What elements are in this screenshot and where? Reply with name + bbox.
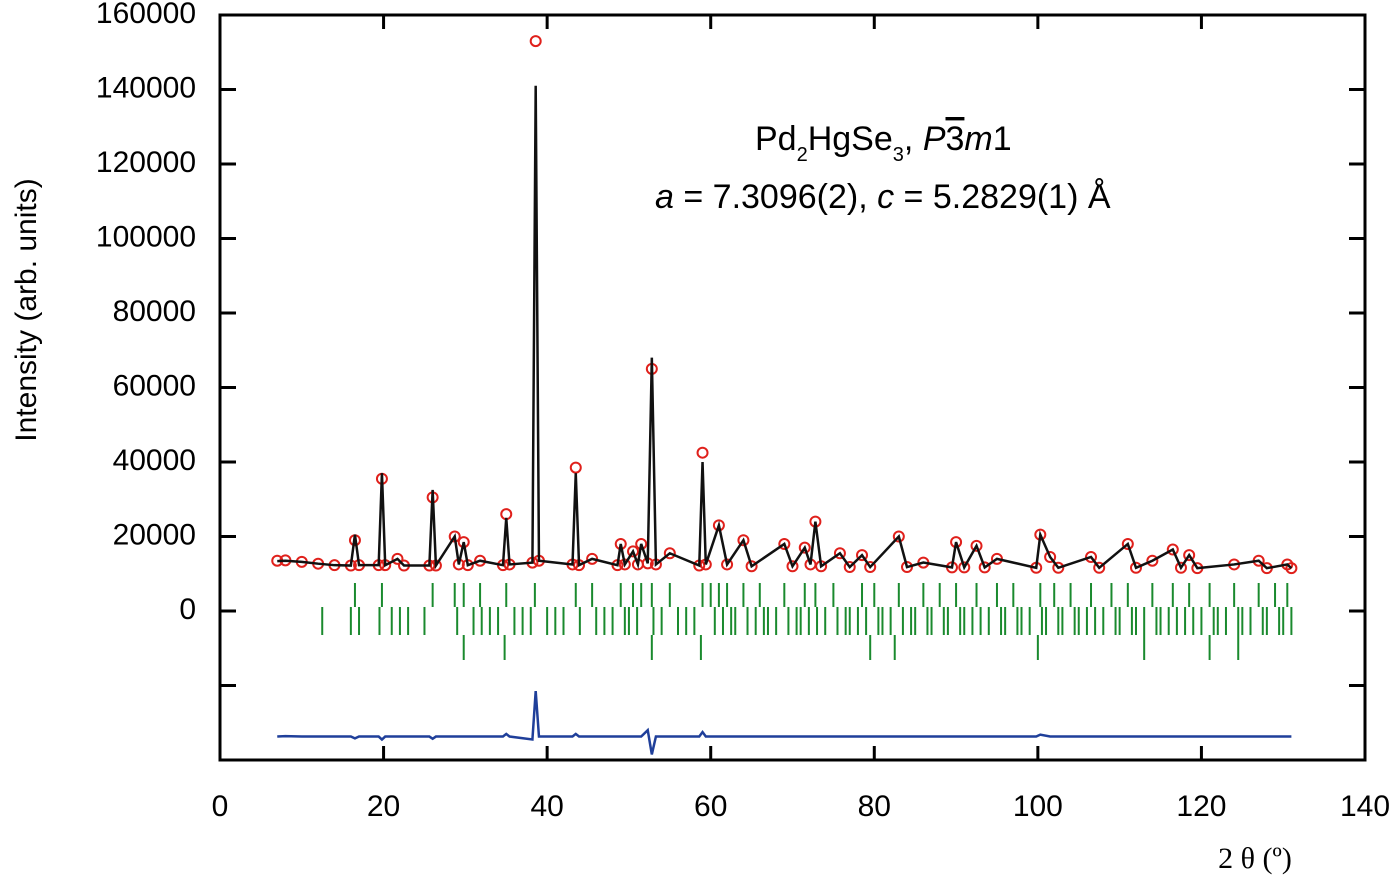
annotation-part: 2 [797,144,808,166]
annotation-part: c [877,178,894,216]
annotation-part: m [964,120,992,158]
observed-point [1285,562,1298,575]
observed-point [901,561,913,574]
observed-point [1085,550,1098,563]
profile-line [277,85,1293,571]
observed-point [500,508,513,521]
observed-point [1044,550,1057,563]
x-tick-label: 120 [1176,790,1226,823]
x-tick-label: 80 [858,790,891,823]
observed-point [1174,561,1187,574]
observed-point [970,539,983,552]
y-tick-label: 140000 [96,71,196,104]
observed-point [856,549,869,562]
y-tick-label: 60000 [113,369,196,402]
observed-point [978,561,991,574]
observed-point [833,547,846,560]
annotation-part: 1 [993,120,1012,158]
observed-point [958,561,971,574]
x-tick-label: 20 [367,790,400,823]
x-tick-label: 0 [212,790,229,823]
annotation-part: = 5.2829(1) Å [894,178,1111,216]
observed-point [1146,554,1159,567]
annotation-part: 3 [893,144,904,166]
x-tick-label: 60 [694,790,727,823]
observed-point [529,35,542,48]
observed-point [864,561,877,574]
observed-point [627,545,640,558]
observed-point [798,541,811,554]
observed-point [1183,549,1196,562]
y-tick-label: 20000 [113,518,196,551]
annotation-part: Pd [755,120,797,158]
observed-point [391,552,404,565]
y-tick-label: 80000 [113,295,196,328]
annotation-lattice: a = 7.3096(2), c = 5.2829(1) Å [655,178,1111,216]
observed-point [663,547,676,560]
observed-point [786,560,799,573]
x-axis-label: 2 θ (º) [1218,842,1292,875]
observed-point [843,561,856,574]
x-tick-label: 100 [1013,790,1063,823]
y-tick-label: 120000 [96,146,196,179]
observed-point [1121,537,1134,550]
observed-point [1093,561,1106,574]
observed-point [778,537,791,550]
y-tick-label: 160000 [96,0,196,30]
annotation-part: P [923,120,946,158]
annotation-part: a [655,178,674,216]
observed-point [1166,543,1179,556]
y-tick-label: 100000 [96,220,196,253]
observed-point [696,446,709,459]
y-tick-label: 0 [179,593,196,626]
observed-point [1052,561,1065,574]
annotation-title: Pd2HgSe3, P3m1 [755,120,1012,166]
observed-point [569,461,582,474]
annotation-part: HgSe [808,120,893,158]
y-axis-label: Intensity (arb. units) [10,178,43,441]
observed-point [737,534,750,547]
observed-point [745,560,758,573]
x-tick-label: 40 [530,790,563,823]
profile-line [277,690,1292,755]
x-tick-label: 140 [1340,790,1390,823]
y-tick-label: 40000 [113,444,196,477]
annotation-part: = 7.3096(2), [674,178,877,216]
annotation-part: 3 [946,120,965,158]
annotation-part: , [904,120,923,158]
observed-point [892,530,905,543]
observed-point [1130,561,1142,574]
